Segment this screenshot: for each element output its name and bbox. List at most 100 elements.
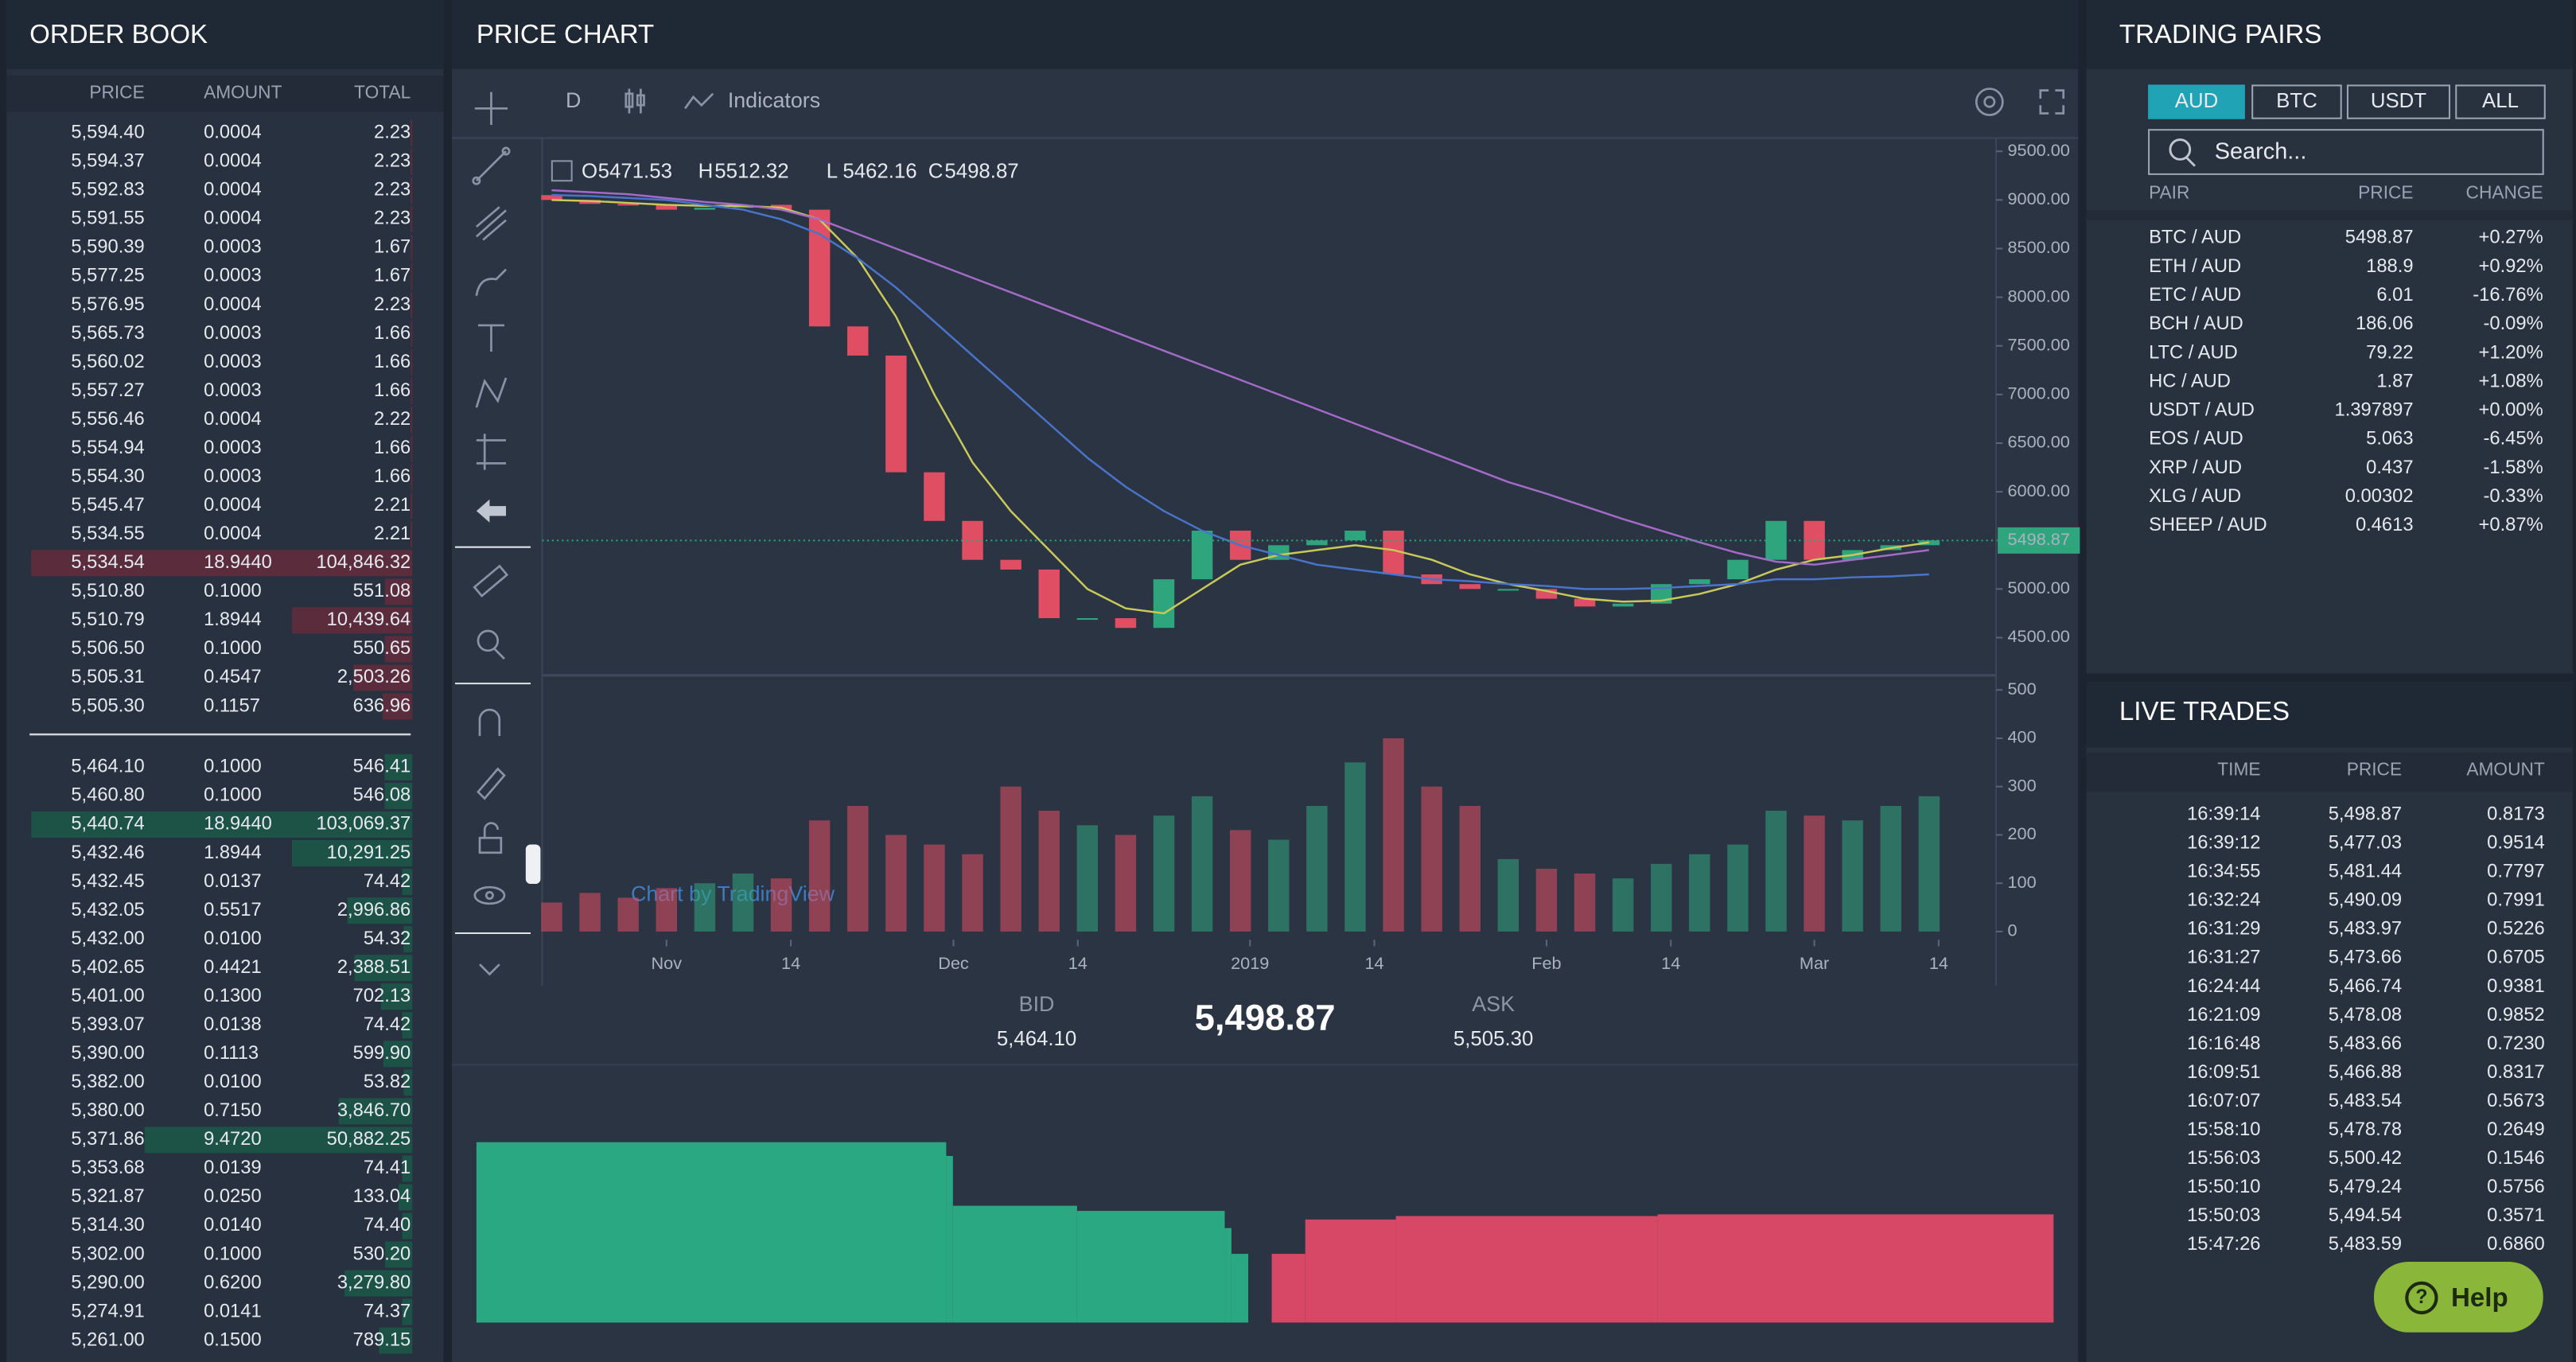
- trade-price: 5,466.74: [2329, 976, 2402, 997]
- order-amount: 0.1113: [204, 1043, 259, 1064]
- trade-price: 5,483.97: [2329, 919, 2402, 940]
- pair-name[interactable]: XRP / AUD: [2149, 457, 2242, 478]
- y-tick-label: 500: [2007, 679, 2036, 699]
- order-amount: 0.1000: [204, 757, 262, 777]
- order-price: 5,261.00: [71, 1329, 144, 1350]
- help-button[interactable]: ? Help: [2373, 1261, 2543, 1333]
- ruler-tool[interactable]: [473, 564, 509, 597]
- order-price: 5,510.80: [71, 581, 144, 601]
- order-amount: 0.0004: [204, 208, 262, 229]
- lock-draw-tool[interactable]: [477, 767, 506, 800]
- trade-time: 16:31:29: [2187, 919, 2260, 940]
- pair-name[interactable]: EOS / AUD: [2149, 429, 2243, 449]
- pattern-tool[interactable]: [475, 377, 508, 408]
- order-total: 2.23: [374, 180, 411, 200]
- pair-name[interactable]: BCH / AUD: [2149, 313, 2243, 334]
- trade-price: 5,483.66: [2329, 1033, 2402, 1054]
- back-arrow[interactable]: [476, 499, 507, 523]
- trade-amount: 0.8317: [2487, 1062, 2545, 1083]
- order-amount: 0.0141: [204, 1301, 262, 1321]
- candle: [1918, 540, 1940, 546]
- order-price: 5,554.94: [71, 438, 144, 458]
- legend-toggle[interactable]: [551, 160, 573, 182]
- trade-price: 5,500.42: [2329, 1148, 2402, 1169]
- order-book-header: [6, 0, 444, 69]
- depth-bar: [402, 1012, 413, 1039]
- trade-price: 5,494.54: [2329, 1205, 2402, 1226]
- order-price: 5,505.31: [71, 667, 144, 687]
- volume-bar: [1804, 815, 1825, 932]
- brush-tool[interactable]: [475, 268, 507, 296]
- tab-label[interactable]: USDT: [2371, 90, 2426, 112]
- order-total: 3,846.70: [337, 1100, 411, 1121]
- help-label[interactable]: Help: [2451, 1283, 2508, 1313]
- order-amount: 0.0003: [204, 237, 262, 258]
- depth-bar: [411, 349, 413, 376]
- order-amount: 0.0137: [204, 871, 262, 892]
- order-price: 5,594.37: [71, 151, 144, 172]
- pair-price: 5.063: [2366, 429, 2413, 449]
- tab-label[interactable]: BTC: [2276, 90, 2317, 112]
- pair-price: 1.397897: [2335, 400, 2414, 421]
- y-tick-label: 9000.00: [2007, 189, 2069, 208]
- order-price: 5,393.07: [71, 1014, 144, 1035]
- trade-price: 5,483.54: [2329, 1091, 2402, 1111]
- volume-bar: [1306, 806, 1328, 932]
- live-trades-header: [2086, 682, 2573, 748]
- volume-bar: [1497, 858, 1520, 932]
- zoom-tool[interactable]: [477, 629, 505, 660]
- order-amount: 0.1157: [204, 695, 260, 716]
- depth-bar: [383, 1041, 413, 1068]
- measure-tool[interactable]: [476, 434, 507, 470]
- order-price: 5,432.45: [71, 871, 144, 892]
- trading-pairs-header: [2086, 0, 2573, 69]
- pitchfork-tool[interactable]: [475, 206, 507, 241]
- help-pill[interactable]: [2373, 1261, 2543, 1333]
- tab[interactable]: [2455, 84, 2546, 119]
- trade-price: 5,498.87: [2329, 804, 2402, 825]
- expand-toolbar[interactable]: [479, 963, 500, 976]
- pair-name[interactable]: LTC / AUD: [2149, 342, 2238, 363]
- order-price: 5,432.46: [71, 842, 144, 863]
- tab[interactable]: [2148, 84, 2245, 119]
- pair-name[interactable]: USDT / AUD: [2149, 400, 2255, 421]
- toolbar-collapse-handle[interactable]: [525, 844, 541, 885]
- crosshair-tool[interactable]: [474, 91, 508, 125]
- candle: [656, 204, 677, 210]
- candle-style-button[interactable]: [625, 88, 645, 114]
- tab-label[interactable]: ALL: [2482, 90, 2519, 112]
- pair-name[interactable]: SHEEP / AUD: [2149, 515, 2267, 535]
- candle: [617, 204, 639, 206]
- trade-time: 15:56:03: [2187, 1148, 2260, 1169]
- column-header: PRICE: [2358, 182, 2413, 203]
- lock-tool[interactable]: [478, 822, 503, 854]
- line-tool[interactable]: [472, 146, 511, 185]
- tab[interactable]: [2346, 84, 2451, 119]
- order-price: 5,432.05: [71, 900, 144, 920]
- volume-bar: [1689, 854, 1710, 932]
- volume-bar: [1268, 839, 1290, 932]
- x-tick-label: 14: [1068, 953, 1088, 973]
- search-placeholder[interactable]: Search...: [2215, 139, 2307, 165]
- pair-name[interactable]: XLG / AUD: [2149, 486, 2241, 507]
- indicators-button[interactable]: Indicators: [728, 88, 820, 112]
- order-price: 5,314.30: [71, 1215, 144, 1236]
- pair-name[interactable]: HC / AUD: [2149, 371, 2231, 391]
- trade-amount: 0.5673: [2487, 1091, 2545, 1111]
- fullscreen-button[interactable]: [2039, 89, 2065, 115]
- search-box[interactable]: [2148, 129, 2544, 175]
- order-price: 5,590.39: [71, 237, 144, 258]
- pair-name[interactable]: ETC / AUD: [2149, 285, 2241, 305]
- text-tool[interactable]: [477, 324, 504, 352]
- settings-button[interactable]: [1975, 88, 2004, 116]
- tab-label[interactable]: AUD: [2175, 90, 2218, 112]
- interval-button[interactable]: D: [566, 88, 581, 112]
- pair-name[interactable]: ETH / AUD: [2149, 256, 2241, 277]
- pair-name[interactable]: BTC / AUD: [2149, 228, 2241, 248]
- order-total: 1.66: [374, 380, 411, 401]
- magnet-tool[interactable]: [478, 708, 501, 737]
- visibility-tool[interactable]: [473, 885, 506, 905]
- tab[interactable]: [2251, 84, 2342, 119]
- depth-bar: [384, 636, 413, 663]
- order-price: 5,594.40: [71, 123, 144, 143]
